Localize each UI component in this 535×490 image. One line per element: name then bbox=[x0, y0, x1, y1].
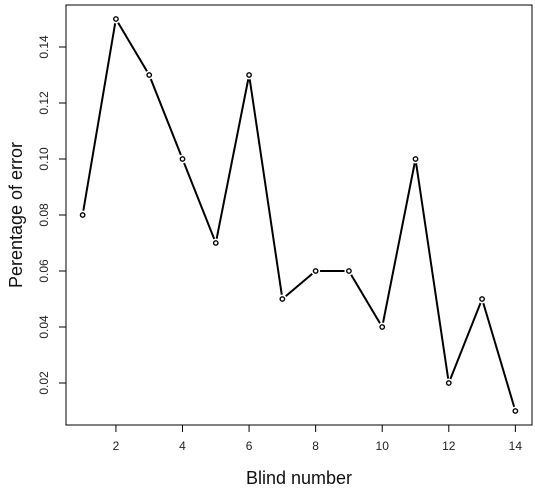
y-tick-label: 0.04 bbox=[37, 315, 51, 339]
x-axis-title: Blind number bbox=[246, 468, 352, 488]
data-point bbox=[246, 72, 252, 78]
x-tick-label: 8 bbox=[312, 439, 319, 453]
y-axis-title: Perentage of error bbox=[6, 142, 26, 288]
data-point bbox=[445, 380, 452, 386]
data-point bbox=[346, 268, 352, 274]
y-tick-label: 0.06 bbox=[37, 259, 51, 283]
y-tick-label: 0.10 bbox=[37, 147, 51, 171]
x-tick-label: 14 bbox=[509, 439, 523, 453]
x-tick-label: 12 bbox=[442, 439, 456, 453]
y-tick-label: 0.02 bbox=[37, 371, 51, 395]
data-point bbox=[179, 156, 186, 162]
y-tick-label: 0.14 bbox=[37, 35, 51, 59]
data-point bbox=[79, 212, 86, 218]
x-tick-label: 2 bbox=[113, 439, 120, 453]
y-tick-label: 0.08 bbox=[37, 203, 51, 227]
data-point bbox=[512, 408, 519, 414]
data-point bbox=[479, 296, 485, 302]
x-tick-label: 10 bbox=[376, 439, 390, 453]
data-point bbox=[113, 16, 119, 22]
data-point bbox=[279, 296, 286, 302]
plot-frame bbox=[65, 4, 533, 426]
y-tick-label: 0.12 bbox=[37, 91, 51, 115]
data-point bbox=[212, 240, 219, 246]
data-points bbox=[78, 14, 520, 416]
data-point bbox=[312, 268, 319, 274]
x-tick-label: 6 bbox=[246, 439, 253, 453]
x-axis: 2 4 6 8 10 12 14 bbox=[113, 425, 523, 453]
data-point bbox=[146, 72, 153, 78]
series-line bbox=[81, 16, 517, 412]
x-tick-label: 4 bbox=[179, 439, 186, 453]
data-point bbox=[412, 156, 419, 162]
y-axis: 0.02 0.04 0.06 0.08 0.10 0.12 0.14 bbox=[37, 35, 66, 395]
data-point bbox=[379, 324, 386, 330]
